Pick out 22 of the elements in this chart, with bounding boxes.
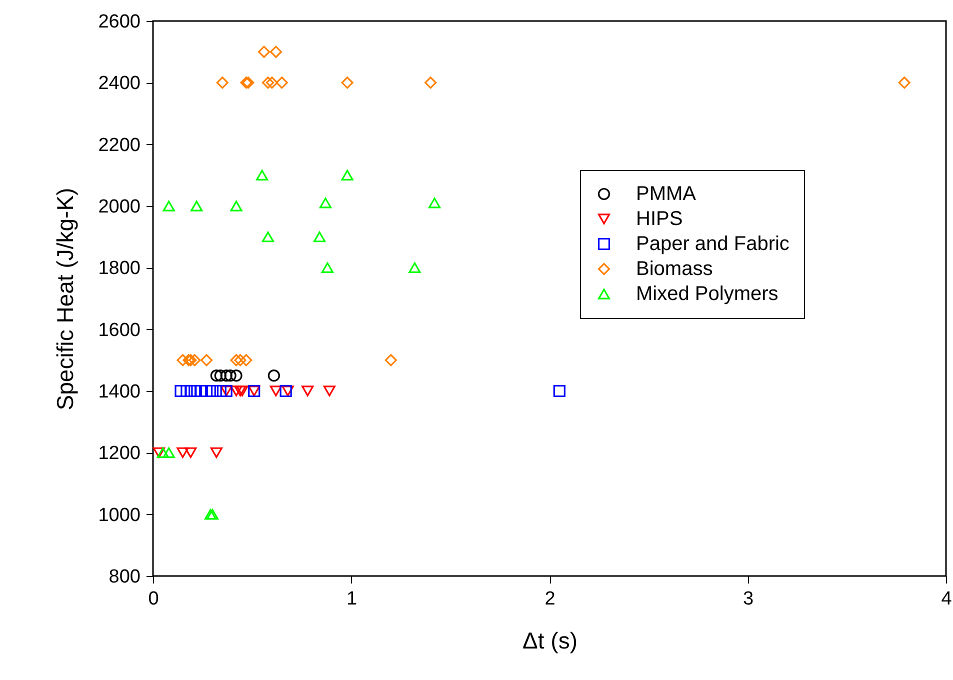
y-tick-label: 1000 bbox=[98, 504, 140, 526]
x-tick-label: 4 bbox=[941, 588, 952, 610]
y-tick-label: 2000 bbox=[98, 196, 140, 218]
y-tick-label: 1600 bbox=[98, 320, 140, 341]
x-tick-label: 1 bbox=[346, 588, 358, 610]
legend-label: HIPS bbox=[636, 208, 683, 230]
legend-label: Mixed Polymers bbox=[636, 283, 778, 305]
y-tick-label: 2400 bbox=[98, 73, 140, 94]
x-tick-label: 0 bbox=[148, 588, 159, 610]
x-tick-label: 2 bbox=[544, 588, 556, 610]
legend-label: Paper and Fabric bbox=[636, 233, 790, 255]
y-tick-label: 2600 bbox=[98, 12, 140, 32]
y-tick-label: 1200 bbox=[98, 443, 140, 464]
x-tick-label: 3 bbox=[742, 588, 754, 610]
y-tick-label: 1400 bbox=[98, 382, 140, 402]
y-tick-label: 1800 bbox=[98, 258, 140, 280]
y-tick-label: 800 bbox=[108, 566, 140, 588]
legend-label: Biomass bbox=[636, 258, 713, 280]
legend-label: PMMA bbox=[636, 183, 697, 205]
y-axis-title: Specific Heat (J/kg-K) bbox=[52, 188, 78, 410]
y-tick-label: 2200 bbox=[98, 134, 140, 156]
x-axis-title: Δt (s) bbox=[522, 628, 578, 654]
